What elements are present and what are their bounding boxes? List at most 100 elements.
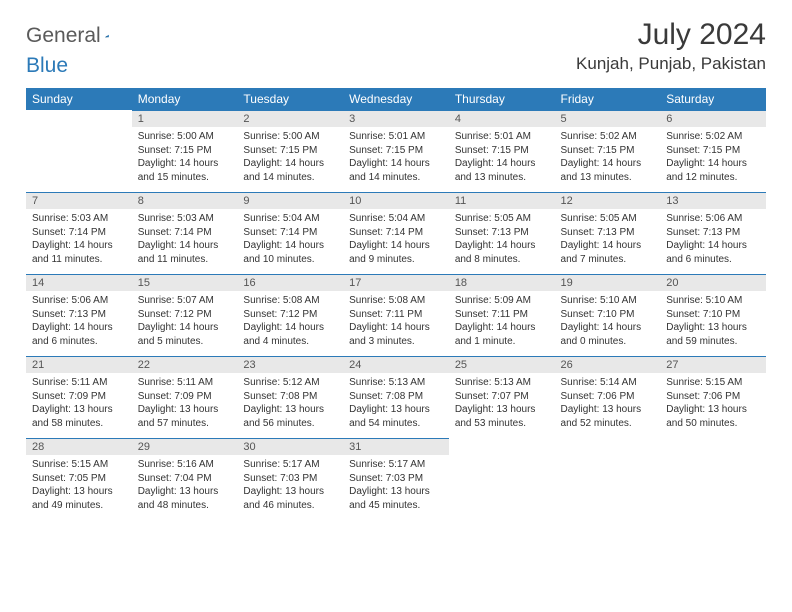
day-info: Sunrise: 5:15 AMSunset: 7:05 PMDaylight:… [26,455,132,520]
calendar-day-cell: 9Sunrise: 5:04 AMSunset: 7:14 PMDaylight… [237,192,343,274]
calendar-day-cell: 7Sunrise: 5:03 AMSunset: 7:14 PMDaylight… [26,192,132,274]
day-info: Sunrise: 5:13 AMSunset: 7:07 PMDaylight:… [449,373,555,438]
day-info: Sunrise: 5:17 AMSunset: 7:03 PMDaylight:… [237,455,343,520]
day-number: 13 [660,192,766,209]
day-number: 3 [343,110,449,127]
calendar-day-cell: 15Sunrise: 5:07 AMSunset: 7:12 PMDayligh… [132,274,238,356]
day-number: 5 [555,110,661,127]
day-number: 27 [660,356,766,373]
day-info: Sunrise: 5:02 AMSunset: 7:15 PMDaylight:… [660,127,766,192]
day-info: Sunrise: 5:08 AMSunset: 7:12 PMDaylight:… [237,291,343,356]
day-number: 28 [26,438,132,455]
day-info: Sunrise: 5:04 AMSunset: 7:14 PMDaylight:… [237,209,343,274]
day-number: 1 [132,110,238,127]
calendar-day-cell: 1Sunrise: 5:00 AMSunset: 7:15 PMDaylight… [132,110,238,192]
calendar-day-cell: 0 [660,438,766,520]
calendar-day-cell: 8Sunrise: 5:03 AMSunset: 7:14 PMDaylight… [132,192,238,274]
day-number: 18 [449,274,555,291]
logo-text-blue: Blue [26,54,68,78]
day-number: 10 [343,192,449,209]
calendar-day-cell: 5Sunrise: 5:02 AMSunset: 7:15 PMDaylight… [555,110,661,192]
day-number: 12 [555,192,661,209]
day-info: Sunrise: 5:08 AMSunset: 7:11 PMDaylight:… [343,291,449,356]
day-number: 14 [26,274,132,291]
calendar-day-cell: 13Sunrise: 5:06 AMSunset: 7:13 PMDayligh… [660,192,766,274]
logo-triangle-icon [105,29,109,43]
day-number: 15 [132,274,238,291]
title-block: July 2024 Kunjah, Punjab, Pakistan [576,18,766,74]
calendar-day-cell: 17Sunrise: 5:08 AMSunset: 7:11 PMDayligh… [343,274,449,356]
calendar-day-cell: 10Sunrise: 5:04 AMSunset: 7:14 PMDayligh… [343,192,449,274]
calendar-day-cell: 22Sunrise: 5:11 AMSunset: 7:09 PMDayligh… [132,356,238,438]
weekday-header: Monday [132,88,238,110]
day-number: 11 [449,192,555,209]
day-info: Sunrise: 5:06 AMSunset: 7:13 PMDaylight:… [26,291,132,356]
day-info: Sunrise: 5:10 AMSunset: 7:10 PMDaylight:… [555,291,661,356]
day-info: Sunrise: 5:10 AMSunset: 7:10 PMDaylight:… [660,291,766,356]
day-number: 20 [660,274,766,291]
day-info: Sunrise: 5:11 AMSunset: 7:09 PMDaylight:… [26,373,132,438]
day-info: Sunrise: 5:05 AMSunset: 7:13 PMDaylight:… [449,209,555,274]
location-label: Kunjah, Punjab, Pakistan [576,54,766,74]
day-number: 23 [237,356,343,373]
day-number: 24 [343,356,449,373]
calendar-day-cell: 31Sunrise: 5:17 AMSunset: 7:03 PMDayligh… [343,438,449,520]
day-number: 25 [449,356,555,373]
calendar-day-cell: 27Sunrise: 5:15 AMSunset: 7:06 PMDayligh… [660,356,766,438]
calendar-day-cell: 11Sunrise: 5:05 AMSunset: 7:13 PMDayligh… [449,192,555,274]
day-info: Sunrise: 5:03 AMSunset: 7:14 PMDaylight:… [26,209,132,274]
day-info: Sunrise: 5:04 AMSunset: 7:14 PMDaylight:… [343,209,449,274]
calendar-day-cell: 28Sunrise: 5:15 AMSunset: 7:05 PMDayligh… [26,438,132,520]
calendar-day-cell: 18Sunrise: 5:09 AMSunset: 7:11 PMDayligh… [449,274,555,356]
day-number: 6 [660,110,766,127]
weekday-header: Friday [555,88,661,110]
day-info: Sunrise: 5:17 AMSunset: 7:03 PMDaylight:… [343,455,449,520]
calendar-week-row: 0 1Sunrise: 5:00 AMSunset: 7:15 PMDaylig… [26,110,766,192]
day-number: 31 [343,438,449,455]
day-info: Sunrise: 5:12 AMSunset: 7:08 PMDaylight:… [237,373,343,438]
calendar-day-cell: 0 [555,438,661,520]
calendar-day-cell: 12Sunrise: 5:05 AMSunset: 7:13 PMDayligh… [555,192,661,274]
weekday-header: Thursday [449,88,555,110]
page-title: July 2024 [576,18,766,52]
calendar-day-cell: 24Sunrise: 5:13 AMSunset: 7:08 PMDayligh… [343,356,449,438]
day-info: Sunrise: 5:00 AMSunset: 7:15 PMDaylight:… [237,127,343,192]
day-info: Sunrise: 5:01 AMSunset: 7:15 PMDaylight:… [343,127,449,192]
day-number: 29 [132,438,238,455]
calendar-day-cell: 16Sunrise: 5:08 AMSunset: 7:12 PMDayligh… [237,274,343,356]
calendar-day-cell: 14Sunrise: 5:06 AMSunset: 7:13 PMDayligh… [26,274,132,356]
calendar-week-row: 28Sunrise: 5:15 AMSunset: 7:05 PMDayligh… [26,438,766,520]
calendar-week-row: 14Sunrise: 5:06 AMSunset: 7:13 PMDayligh… [26,274,766,356]
day-number: 9 [237,192,343,209]
calendar-day-cell: 0 [26,110,132,192]
day-number: 30 [237,438,343,455]
weekday-header: Sunday [26,88,132,110]
day-info: Sunrise: 5:01 AMSunset: 7:15 PMDaylight:… [449,127,555,192]
day-info: Sunrise: 5:02 AMSunset: 7:15 PMDaylight:… [555,127,661,192]
day-number: 4 [449,110,555,127]
calendar-day-cell: 26Sunrise: 5:14 AMSunset: 7:06 PMDayligh… [555,356,661,438]
day-info: Sunrise: 5:00 AMSunset: 7:15 PMDaylight:… [132,127,238,192]
calendar-day-cell: 4Sunrise: 5:01 AMSunset: 7:15 PMDaylight… [449,110,555,192]
day-info: Sunrise: 5:11 AMSunset: 7:09 PMDaylight:… [132,373,238,438]
calendar-day-cell: 21Sunrise: 5:11 AMSunset: 7:09 PMDayligh… [26,356,132,438]
calendar-day-cell: 2Sunrise: 5:00 AMSunset: 7:15 PMDaylight… [237,110,343,192]
calendar-day-cell: 3Sunrise: 5:01 AMSunset: 7:15 PMDaylight… [343,110,449,192]
day-number: 7 [26,192,132,209]
calendar-table: SundayMondayTuesdayWednesdayThursdayFrid… [26,88,766,520]
day-number: 8 [132,192,238,209]
calendar-day-cell: 25Sunrise: 5:13 AMSunset: 7:07 PMDayligh… [449,356,555,438]
day-number: 2 [237,110,343,127]
day-info: Sunrise: 5:05 AMSunset: 7:13 PMDaylight:… [555,209,661,274]
calendar-day-cell: 6Sunrise: 5:02 AMSunset: 7:15 PMDaylight… [660,110,766,192]
day-number: 16 [237,274,343,291]
day-number: 22 [132,356,238,373]
day-info: Sunrise: 5:14 AMSunset: 7:06 PMDaylight:… [555,373,661,438]
day-number: 19 [555,274,661,291]
calendar-week-row: 21Sunrise: 5:11 AMSunset: 7:09 PMDayligh… [26,356,766,438]
day-number: 17 [343,274,449,291]
day-number: 26 [555,356,661,373]
calendar-day-cell: 19Sunrise: 5:10 AMSunset: 7:10 PMDayligh… [555,274,661,356]
weekday-header: Wednesday [343,88,449,110]
day-info: Sunrise: 5:16 AMSunset: 7:04 PMDaylight:… [132,455,238,520]
